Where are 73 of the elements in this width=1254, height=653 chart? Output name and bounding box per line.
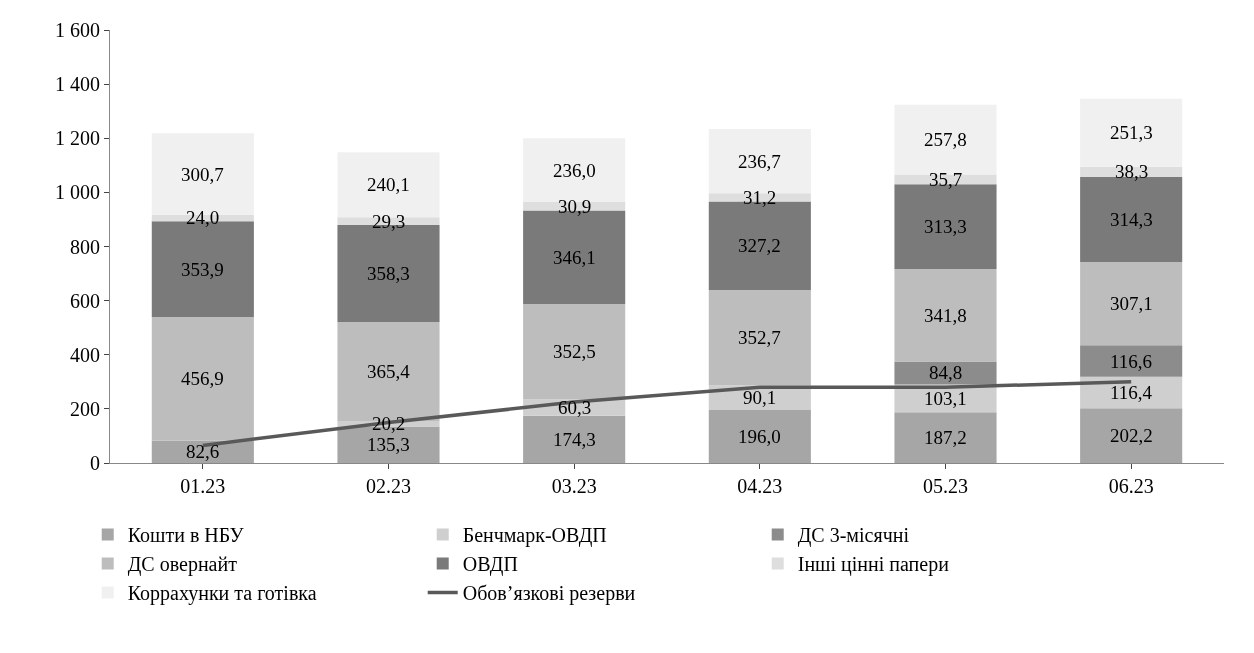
data-label: 174,3 <box>553 429 596 450</box>
data-label: 187,2 <box>924 427 967 448</box>
y-tick-label: 200 <box>70 397 100 420</box>
y-tick-label: 600 <box>70 289 100 312</box>
bar <box>523 415 626 463</box>
legend-label: ДС овернайт <box>127 553 238 577</box>
data-label: 236,7 <box>738 151 781 172</box>
data-label: 60,3 <box>558 397 592 418</box>
bar <box>708 409 811 463</box>
legend-label: Обов’язкові резерви <box>462 582 636 606</box>
data-label: 82,6 <box>186 441 220 462</box>
data-label: 313,3 <box>924 216 967 237</box>
data-label: 257,8 <box>924 129 967 150</box>
data-label: 300,7 <box>181 164 224 185</box>
x-tick-label: 05.23 <box>923 475 968 497</box>
data-label: 352,7 <box>738 327 781 348</box>
data-label: 196,0 <box>738 426 781 447</box>
data-label: 202,2 <box>1110 425 1153 446</box>
y-tick-label: 1 600 <box>55 19 100 41</box>
legend-label: Бенчмарк-ОВДП <box>462 524 607 548</box>
legend-label: Коррахунки та готівка <box>127 582 317 606</box>
data-label: 135,3 <box>367 434 410 455</box>
y-tick-label: 1 400 <box>55 73 100 96</box>
data-label: 38,3 <box>1115 161 1149 182</box>
data-label: 352,5 <box>553 341 596 362</box>
x-tick-label: 02.23 <box>366 475 411 497</box>
data-label: 24,0 <box>186 207 220 228</box>
data-label: 84,8 <box>929 362 963 383</box>
x-tick-label: 03.23 <box>551 475 597 497</box>
x-tick-label: 01.23 <box>180 475 226 497</box>
data-label: 341,8 <box>924 305 967 326</box>
y-tick-label: 1 000 <box>55 181 100 204</box>
x-tick-label: 04.23 <box>737 475 783 497</box>
data-label: 314,3 <box>1110 209 1153 230</box>
data-label: 365,4 <box>367 361 411 382</box>
bar <box>523 304 626 400</box>
bar <box>1080 262 1183 346</box>
data-label: 90,1 <box>743 387 777 408</box>
bar <box>1080 98 1183 167</box>
bar <box>894 268 997 362</box>
data-label: 353,9 <box>181 259 224 280</box>
y-tick-label: 400 <box>70 343 100 366</box>
legend-label: ОВДП <box>462 553 518 577</box>
x-tick-label: 06.23 <box>1108 475 1154 497</box>
data-label: 358,3 <box>367 263 410 284</box>
data-label: 327,2 <box>738 235 781 256</box>
data-label: 29,3 <box>372 211 406 232</box>
bar <box>1080 408 1183 463</box>
y-tick-label: 1 200 <box>55 127 100 150</box>
y-tick-label: 800 <box>70 235 100 258</box>
data-label: 35,7 <box>929 169 963 190</box>
bar <box>894 412 997 463</box>
legend-label: Кошти в НБУ <box>127 524 245 547</box>
bar <box>151 317 254 441</box>
data-label: 103,1 <box>924 388 967 409</box>
data-label: 346,1 <box>553 247 596 268</box>
data-label: 116,6 <box>1110 351 1153 372</box>
data-label: 251,3 <box>1110 122 1153 143</box>
data-label: 456,9 <box>181 368 224 389</box>
legend-label: ДС 3-місячні <box>797 524 910 548</box>
bar <box>894 361 997 385</box>
data-label: 116,4 <box>1110 382 1153 403</box>
bar <box>708 290 811 386</box>
data-label: 236,0 <box>553 160 596 181</box>
data-label: 31,2 <box>743 187 777 208</box>
bar <box>894 104 997 175</box>
bar <box>1080 345 1183 377</box>
data-label: 240,1 <box>367 174 410 195</box>
data-label: 20,2 <box>372 413 406 434</box>
legend-label: Інші цінні папери <box>797 553 950 577</box>
data-label: 30,9 <box>558 196 592 217</box>
data-label: 307,1 <box>1110 293 1153 314</box>
y-tick-label: 0 <box>90 452 100 474</box>
